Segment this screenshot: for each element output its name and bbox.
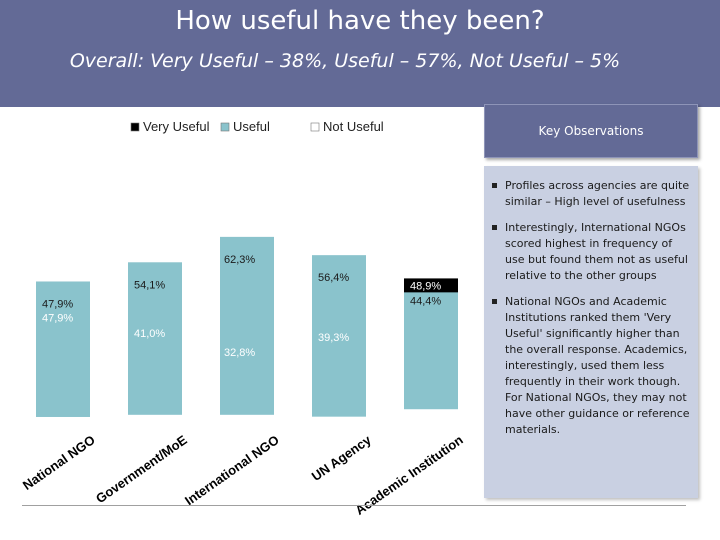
data-label-very-useful-un-agency: 39,3% bbox=[318, 332, 349, 344]
data-label-useful-un-agency: 56,4% bbox=[318, 272, 349, 284]
data-label-very-useful-national-ngo: 47,9% bbox=[42, 313, 73, 325]
category-label-national-ngo: National NGO bbox=[20, 432, 98, 493]
key-observations-panel: Profiles across agencies are quite simil… bbox=[484, 166, 698, 498]
legend-swatch-very-useful bbox=[130, 122, 140, 132]
bar-useful-international-ngo bbox=[220, 236, 274, 430]
slide-subtitle: Overall: Very Useful – 38%, Useful – 57%… bbox=[69, 50, 621, 72]
observation-item: Profiles across agencies are quite simil… bbox=[492, 178, 692, 210]
data-label-not-useful-national-ngo: 4,2% bbox=[42, 418, 67, 430]
bar-useful-un-agency bbox=[312, 255, 366, 430]
data-label-not-useful-academic-institution: 6,7% bbox=[410, 415, 435, 427]
bottom-divider bbox=[22, 505, 686, 506]
stacked-bar-chart: 47,9% 47,9% 4,2% 41,0% 54,1% 32,8% 62,3% 39,3% 5… bbox=[20, 119, 466, 518]
bar-useful-academic-institution bbox=[404, 292, 458, 430]
legend-label-useful: Useful bbox=[233, 119, 270, 134]
data-label-very-useful-government-moe: 41,0% bbox=[134, 328, 165, 340]
bar-useful-government-moe bbox=[128, 262, 182, 430]
observation-item: Interestingly, International NGOs scored… bbox=[492, 220, 692, 284]
bar-not-useful-un-agency bbox=[312, 416, 366, 430]
category-label-government-moe: Government/MoE bbox=[93, 432, 190, 506]
header-banner: How useful have they been? Overall: Very… bbox=[0, 0, 720, 107]
key-observations-heading: Key Observations bbox=[484, 104, 698, 158]
data-label-useful-government-moe: 54,1% bbox=[134, 279, 165, 291]
data-label-very-useful-international-ngo: 32,8% bbox=[224, 347, 255, 359]
slide-title: How useful have they been? bbox=[175, 6, 545, 36]
bar-not-useful-academic-institution bbox=[404, 409, 458, 430]
bar-not-useful-government-moe bbox=[128, 414, 182, 430]
data-label-useful-academic-institution: 44,4% bbox=[410, 295, 441, 307]
data-label-very-useful-academic-institution: 48,9% bbox=[410, 280, 441, 292]
observation-item: National NGOs and Academic Institutions … bbox=[492, 294, 692, 438]
chart-legend: Very Useful Useful Not Useful bbox=[130, 119, 384, 134]
data-label-useful-international-ngo: 62,3% bbox=[224, 254, 255, 266]
legend-label-very-useful: Very Useful bbox=[143, 119, 210, 134]
bar-useful-national-ngo bbox=[36, 281, 90, 430]
legend-label-not-useful: Not Useful bbox=[323, 119, 384, 134]
bar-not-useful-international-ngo bbox=[220, 414, 274, 430]
bar-not-useful-national-ngo bbox=[36, 416, 90, 430]
legend-swatch-useful bbox=[220, 122, 230, 132]
category-label-un-agency: UN Agency bbox=[309, 432, 375, 484]
data-label-useful-national-ngo: 47,9% bbox=[42, 299, 73, 311]
category-label-international-ngo: International NGO bbox=[182, 432, 282, 508]
legend-swatch-not-useful bbox=[310, 122, 320, 132]
